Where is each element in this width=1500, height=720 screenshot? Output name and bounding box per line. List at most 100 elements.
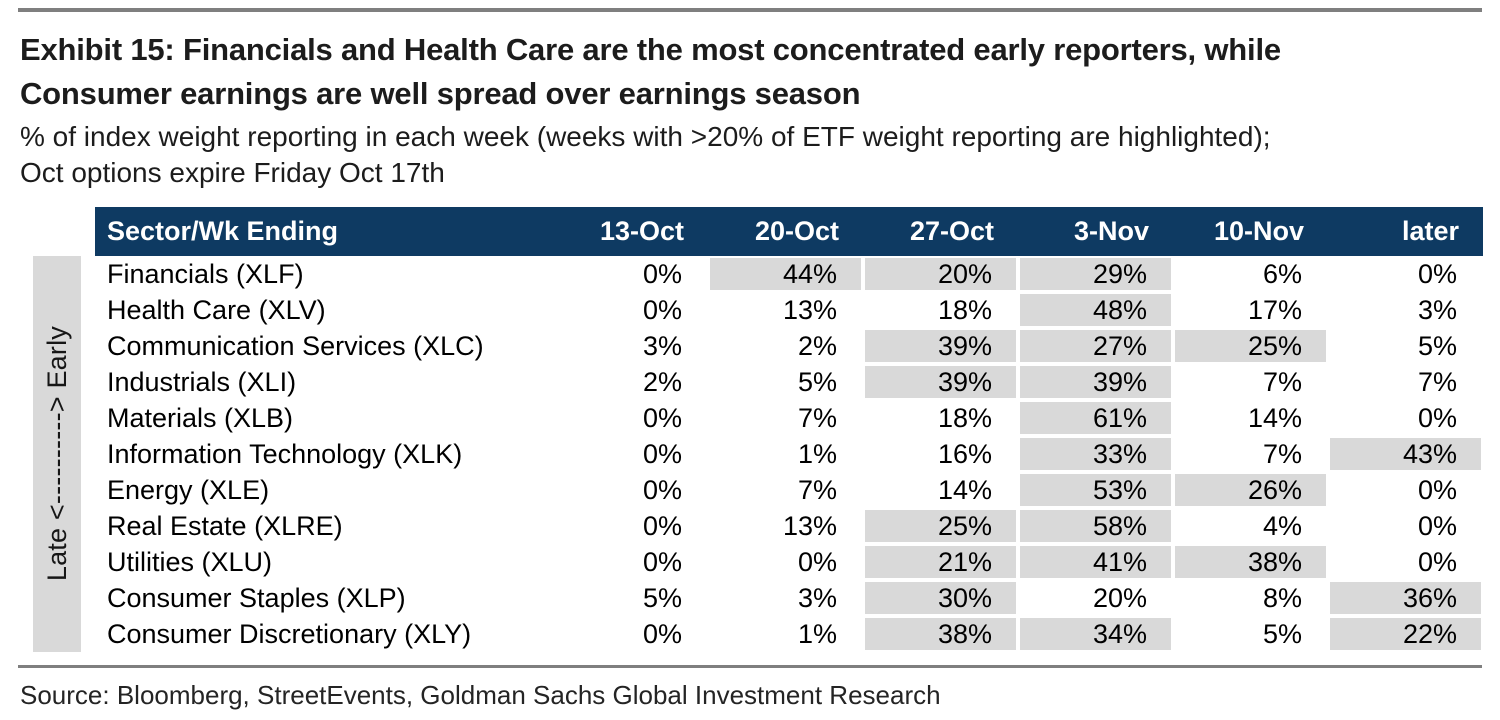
value-cell: 3% [708, 580, 863, 616]
source-line: Source: Bloomberg, StreetEvents, Goldman… [20, 680, 941, 710]
table-row: Financials (XLF) 0% 44% 20% 29% 6% 0% [95, 256, 1483, 292]
value-cell-highlighted: 22% [1328, 616, 1483, 652]
sector-label: Consumer Staples (XLP) [107, 582, 406, 613]
column-header: 10-Nov [1173, 207, 1328, 256]
value-cell-highlighted: 30% [863, 580, 1018, 616]
value-cell: 20% [1018, 580, 1173, 616]
late-early-axis-label: Late <----------> Early [41, 326, 72, 582]
value-cell-highlighted: 53% [1018, 472, 1173, 508]
sector-label: Materials (XLB) [107, 402, 294, 433]
table-row: Communication Services (XLC) 3% 2% 39% 27% 25… [95, 328, 1483, 364]
value-cell: 5% [553, 580, 708, 616]
table-row: Energy (XLE) 0% 7% 14% 53% 26% 0% [95, 472, 1483, 508]
value-cell: 13% [708, 292, 863, 328]
value-cell: 0% [553, 544, 708, 580]
value-cell: 2% [708, 328, 863, 364]
value-cell: 8% [1173, 580, 1328, 616]
value-cell: 6% [1173, 256, 1328, 292]
value-cell: 13% [708, 508, 863, 544]
table-zone: Late <----------> Early Sector/Wk Ending… [33, 207, 1483, 652]
table-row: Real Estate (XLRE) 0% 13% 25% 58% 4% 0% [95, 508, 1483, 544]
top-divider [18, 8, 1482, 12]
sector-label: Financials (XLF) [107, 258, 304, 289]
value-cell: 5% [1328, 328, 1483, 364]
value-cell: 0% [1328, 508, 1483, 544]
sector-label: Energy (XLE) [107, 474, 270, 505]
value-cell: 0% [1328, 256, 1483, 292]
value-cell-highlighted: 41% [1018, 544, 1173, 580]
value-cell: 0% [708, 544, 863, 580]
column-header: 13-Oct [553, 207, 708, 256]
exhibit-subtitle: % of index weight reporting in each week… [20, 119, 1480, 191]
title-line-2: Consumer earnings are well spread over e… [20, 76, 861, 111]
value-cell: 14% [1173, 400, 1328, 436]
value-cell: 7% [1173, 436, 1328, 472]
value-cell: 5% [708, 364, 863, 400]
table-row: Health Care (XLV) 0% 13% 18% 48% 17% 3% [95, 292, 1483, 328]
table-row: Materials (XLB) 0% 7% 18% 61% 14% 0% [95, 400, 1483, 436]
value-cell: 1% [708, 436, 863, 472]
value-cell-highlighted: 39% [863, 364, 1018, 400]
value-cell-highlighted: 20% [863, 256, 1018, 292]
value-cell-highlighted: 39% [863, 328, 1018, 364]
column-header: 27-Oct [863, 207, 1018, 256]
value-cell: 1% [708, 616, 863, 652]
value-cell: 2% [553, 364, 708, 400]
table-row: Consumer Staples (XLP) 5% 3% 30% 20% 8% 36% [95, 580, 1483, 616]
value-cell-highlighted: 34% [1018, 616, 1173, 652]
sector-label: Information Technology (XLK) [107, 438, 463, 469]
value-cell: 14% [863, 472, 1018, 508]
sector-label: Communication Services (XLC) [107, 330, 484, 361]
value-cell-highlighted: 33% [1018, 436, 1173, 472]
table-header-row: Sector/Wk Ending 13-Oct 20-Oct 27-Oct 3-Nov 1… [95, 207, 1483, 256]
value-cell: 0% [553, 508, 708, 544]
value-cell-highlighted: 39% [1018, 364, 1173, 400]
table-row: Industrials (XLI) 2% 5% 39% 39% 7% 7% [95, 364, 1483, 400]
value-cell: 0% [1328, 544, 1483, 580]
value-cell: 0% [1328, 400, 1483, 436]
title-line-1: Exhibit 15: Financials and Health Care a… [20, 32, 1281, 67]
value-cell: 5% [1173, 616, 1328, 652]
sector-label: Health Care (XLV) [107, 294, 326, 325]
value-cell: 0% [553, 400, 708, 436]
value-cell-highlighted: 21% [863, 544, 1018, 580]
value-cell: 7% [1173, 364, 1328, 400]
value-cell: 18% [863, 400, 1018, 436]
value-cell-highlighted: 58% [1018, 508, 1173, 544]
value-cell-highlighted: 43% [1328, 436, 1483, 472]
value-cell: 0% [553, 616, 708, 652]
value-cell: 0% [553, 292, 708, 328]
value-cell: 0% [553, 256, 708, 292]
column-header-sector: Sector/Wk Ending [95, 207, 553, 256]
value-cell: 0% [553, 472, 708, 508]
sector-label: Industrials (XLI) [107, 366, 297, 397]
axis-strip-gutter: Late <----------> Early [33, 207, 95, 652]
column-header: later [1328, 207, 1483, 256]
value-cell-highlighted: 61% [1018, 400, 1173, 436]
late-early-axis-strip: Late <----------> Early [33, 256, 81, 652]
value-cell-highlighted: 25% [863, 508, 1018, 544]
value-cell: 17% [1173, 292, 1328, 328]
value-cell-highlighted: 27% [1018, 328, 1173, 364]
value-cell: 18% [863, 292, 1018, 328]
value-cell: 7% [1328, 364, 1483, 400]
value-cell-highlighted: 36% [1328, 580, 1483, 616]
value-cell: 7% [708, 400, 863, 436]
sector-label: Consumer Discretionary (XLY) [107, 618, 472, 649]
table-row: Information Technology (XLK) 0% 1% 16% 33% 7%… [95, 436, 1483, 472]
exhibit-title: Exhibit 15: Financials and Health Care a… [20, 28, 1480, 116]
column-header: 3-Nov [1018, 207, 1173, 256]
value-cell-highlighted: 29% [1018, 256, 1173, 292]
value-cell-highlighted: 44% [708, 256, 863, 292]
value-cell-highlighted: 38% [863, 616, 1018, 652]
value-cell: 4% [1173, 508, 1328, 544]
subtitle-line-1: % of index weight reporting in each week… [20, 121, 1271, 152]
subtitle-line-2: Oct options expire Friday Oct 17th [20, 157, 445, 188]
value-cell: 16% [863, 436, 1018, 472]
value-cell-highlighted: 38% [1173, 544, 1328, 580]
value-cell: 3% [553, 328, 708, 364]
table-row: Utilities (XLU) 0% 0% 21% 41% 38% 0% [95, 544, 1483, 580]
value-cell-highlighted: 25% [1173, 328, 1328, 364]
column-header: 20-Oct [708, 207, 863, 256]
table-row: Consumer Discretionary (XLY) 0% 1% 38% 34% 5%… [95, 616, 1483, 652]
